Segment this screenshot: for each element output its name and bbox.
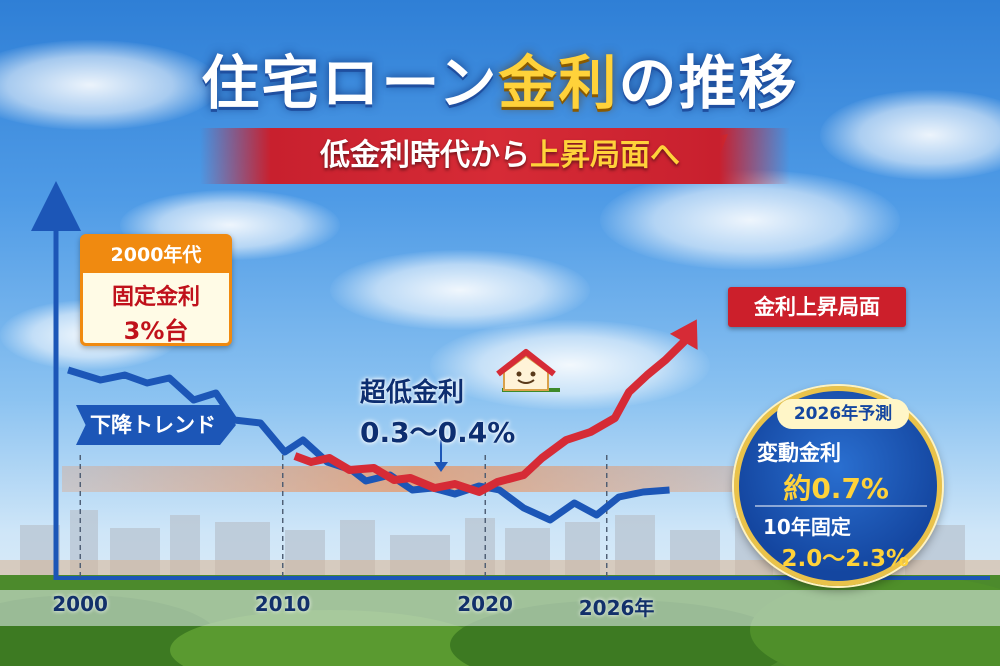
forecast-fixed-label: 10年固定 [763,515,851,539]
forecast-header: 2026年予測 [777,399,909,429]
subtitle: 低金利時代から上昇局面へ [0,128,1000,184]
title-part1: 住宅ローン [201,49,499,117]
forecast-badge: 2026年予測 変動金利 約0.7% 10年固定 2.0〜2.3% [734,386,942,586]
title-part3: の推移 [618,49,799,117]
ultra-low-callout: 超低金利 0.3〜0.4% [360,372,560,449]
series-layer [67,319,698,524]
x-tick-label: 2010 [254,592,311,616]
house-smile-icon [496,349,560,392]
era-2000s-header: 2000年代 [83,237,229,273]
era-2000s-callout: 2000年代 固定金利 3%台 [80,234,232,346]
forecast-variable-value: 約0.7% [783,472,889,505]
ultra-low-value: 0.3〜0.4% [360,416,516,449]
era-2000s-line2: 3%台 [123,317,189,345]
subtitle-banner [200,128,790,184]
x-tick-label: 2026年 [578,596,655,620]
year-guidelines [79,455,608,578]
series-blue-line [67,366,670,524]
ultra-low-label: 超低金利 [360,378,465,408]
title-part2: 金利 [498,49,619,117]
subtitle-part2: 上昇局面へ [530,138,680,173]
x-tick-label: 2020 [457,592,513,616]
series-red-line [293,325,696,496]
rising-phase-banner: 金利上昇局面 [728,287,906,327]
downtrend-label: 下降トレンド [76,405,236,445]
subtitle-part1: 低金利時代から [320,138,530,173]
forecast-fixed-value: 2.0〜2.3% [781,546,909,572]
forecast-variable-label: 変動金利 [757,441,841,465]
era-2000s-line1: 固定金利 [111,285,200,310]
series-red-arrowhead [669,319,698,350]
x-tick-label: 2000 [52,592,108,616]
page-title: 住宅ローン金利の推移 [0,36,1000,120]
